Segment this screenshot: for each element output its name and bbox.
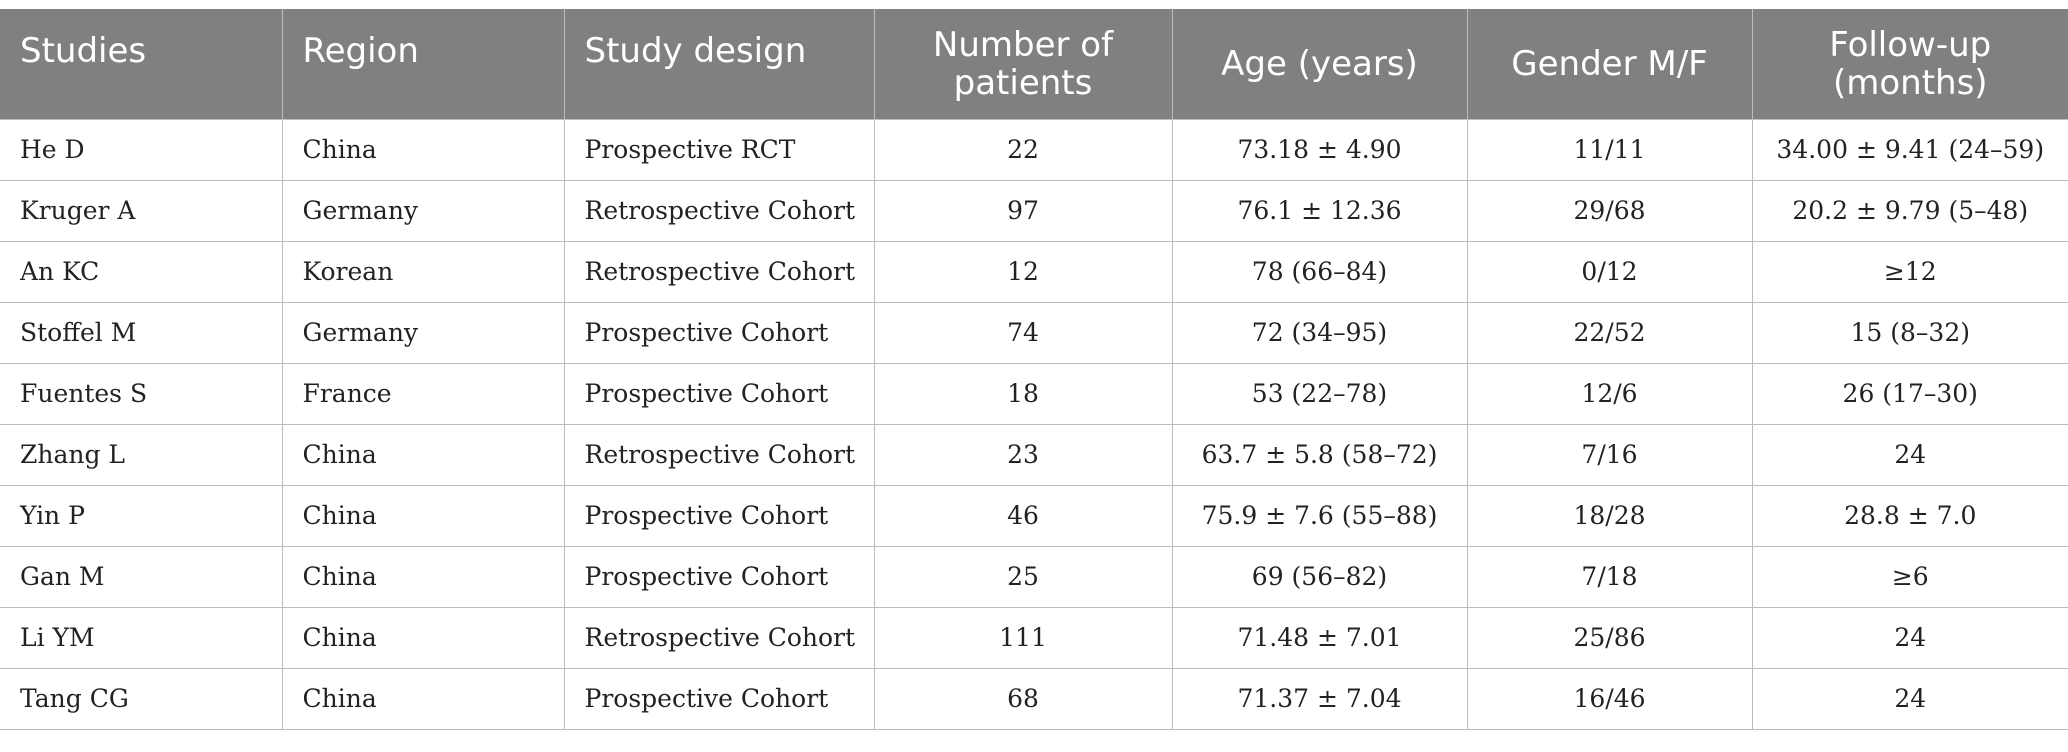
cell-gender: 0/12	[1466, 240, 1752, 302]
cell-age: 53 (22–78)	[1171, 362, 1467, 424]
cell-region: Germany	[281, 179, 564, 241]
cell-age: 69 (56–82)	[1171, 545, 1467, 607]
cell-study-design: Retrospective Cohort	[563, 423, 874, 485]
header-gender: Gender M/F	[1466, 9, 1752, 119]
cell-patients: 111	[873, 606, 1172, 668]
cell-age: 76.1 ± 12.36	[1171, 179, 1467, 241]
cell-follow-up: ≥6	[1751, 545, 2068, 607]
cell-region: China	[281, 484, 564, 546]
cell-patients: 22	[873, 118, 1172, 180]
cell-study: An KC	[0, 240, 282, 302]
cell-age: 73.18 ± 4.90	[1171, 118, 1467, 180]
table-row: He D China Prospective RCT 22 73.18 ± 4.90 11…	[0, 118, 2068, 180]
cell-region: China	[281, 545, 564, 607]
table-row: Yin P China Prospective Cohort 46 75.9 ± 7.6…	[0, 484, 2068, 546]
cell-follow-up: 34.00 ± 9.41 (24–59)	[1751, 118, 2068, 180]
cell-gender: 7/18	[1466, 545, 1752, 607]
cell-gender: 11/11	[1466, 118, 1752, 180]
cell-study-design: Prospective RCT	[563, 118, 874, 180]
table-row: Tang CG China Prospective Cohort 68 71.37 ± …	[0, 667, 2068, 730]
table-row: Kruger A Germany Retrospective Cohort 97 76.…	[0, 179, 2068, 241]
cell-gender: 18/28	[1466, 484, 1752, 546]
cell-age: 72 (34–95)	[1171, 301, 1467, 363]
cell-study: Li YM	[0, 606, 282, 668]
cell-patients: 23	[873, 423, 1172, 485]
cell-gender: 29/68	[1466, 179, 1752, 241]
cell-study-design: Retrospective Cohort	[563, 179, 874, 241]
table-row: Zhang L China Retrospective Cohort 23 63.7 ±…	[0, 423, 2068, 485]
cell-follow-up: 24	[1751, 423, 2068, 485]
header-age: Age (years)	[1171, 9, 1467, 119]
table-row: An KC Korean Retrospective Cohort 12 78 (66–…	[0, 240, 2068, 302]
cell-follow-up: 26 (17–30)	[1751, 362, 2068, 424]
cell-age: 75.9 ± 7.6 (55–88)	[1171, 484, 1467, 546]
cell-study: Fuentes S	[0, 362, 282, 424]
cell-patients: 25	[873, 545, 1172, 607]
cell-study: Kruger A	[0, 179, 282, 241]
cell-gender: 16/46	[1466, 667, 1752, 730]
cell-patients: 46	[873, 484, 1172, 546]
cell-age: 71.37 ± 7.04	[1171, 667, 1467, 730]
cell-follow-up: ≥12	[1751, 240, 2068, 302]
cell-region: China	[281, 667, 564, 730]
header-follow-up: Follow-up (months)	[1751, 9, 2068, 119]
cell-study: He D	[0, 118, 282, 180]
cell-region: France	[281, 362, 564, 424]
cell-study-design: Retrospective Cohort	[563, 240, 874, 302]
table-row: Li YM China Retrospective Cohort 111 71.48 ±…	[0, 606, 2068, 668]
header-number-of-patients: Number of patients	[873, 9, 1172, 119]
cell-study: Tang CG	[0, 667, 282, 730]
cell-patients: 12	[873, 240, 1172, 302]
cell-study-design: Retrospective Cohort	[563, 606, 874, 668]
table-row: Gan M China Prospective Cohort 25 69 (56–82)…	[0, 545, 2068, 607]
cell-follow-up: 24	[1751, 667, 2068, 730]
cell-age: 78 (66–84)	[1171, 240, 1467, 302]
table-header: Studies Region Study design Number of pa…	[0, 9, 2068, 119]
cell-patients: 97	[873, 179, 1172, 241]
cell-gender: 7/16	[1466, 423, 1752, 485]
header-study-design: Study design	[563, 9, 874, 119]
cell-gender: 25/86	[1466, 606, 1752, 668]
cell-patients: 68	[873, 667, 1172, 730]
cell-age: 71.48 ± 7.01	[1171, 606, 1467, 668]
cell-study-design: Prospective Cohort	[563, 484, 874, 546]
cell-region: China	[281, 423, 564, 485]
table-row: Fuentes S France Prospective Cohort 18 53 (2…	[0, 362, 2068, 424]
cell-patients: 18	[873, 362, 1172, 424]
cell-study-design: Prospective Cohort	[563, 301, 874, 363]
cell-study: Gan M	[0, 545, 282, 607]
cell-study-design: Prospective Cohort	[563, 362, 874, 424]
cell-region: Germany	[281, 301, 564, 363]
cell-follow-up: 15 (8–32)	[1751, 301, 2068, 363]
header-row: Studies Region Study design Number of pa…	[0, 9, 2068, 119]
header-region: Region	[281, 9, 564, 119]
cell-follow-up: 28.8 ± 7.0	[1751, 484, 2068, 546]
cell-study-design: Prospective Cohort	[563, 667, 874, 730]
cell-follow-up: 24	[1751, 606, 2068, 668]
cell-study-design: Prospective Cohort	[563, 545, 874, 607]
cell-region: Korean	[281, 240, 564, 302]
table-body: He D China Prospective RCT 22 73.18 ± 4.90 11…	[0, 118, 2068, 730]
cell-study: Stoffel M	[0, 301, 282, 363]
table-container: Studies Region Study design Number of pa…	[0, 9, 2068, 730]
cell-study: Zhang L	[0, 423, 282, 485]
cell-age: 63.7 ± 5.8 (58–72)	[1171, 423, 1467, 485]
cell-study: Yin P	[0, 484, 282, 546]
cell-region: China	[281, 606, 564, 668]
cell-gender: 22/52	[1466, 301, 1752, 363]
header-studies: Studies	[0, 9, 282, 119]
table-row: Stoffel M Germany Prospective Cohort 74 72 (…	[0, 301, 2068, 363]
cell-gender: 12/6	[1466, 362, 1752, 424]
cell-region: China	[281, 118, 564, 180]
cell-patients: 74	[873, 301, 1172, 363]
studies-table: Studies Region Study design Number of pa…	[0, 9, 2068, 730]
cell-follow-up: 20.2 ± 9.79 (5–48)	[1751, 179, 2068, 241]
